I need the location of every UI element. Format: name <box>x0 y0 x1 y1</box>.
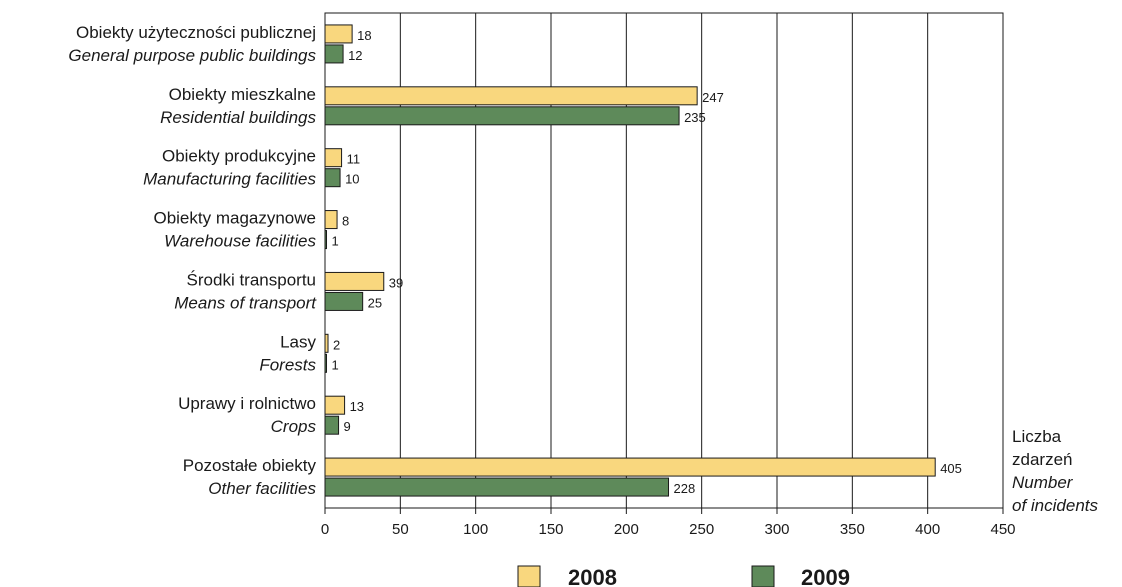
x-axis-title-line-3: Number <box>1012 473 1074 492</box>
category-label-en: Manufacturing facilities <box>143 170 316 189</box>
value-label-2008-1: 247 <box>702 90 724 105</box>
value-label-2009-7: 228 <box>674 481 696 496</box>
value-label-2008-5: 2 <box>333 337 340 352</box>
value-label-2008-6: 13 <box>350 399 364 414</box>
x-axis-title-line-4: of incidents <box>1012 496 1098 515</box>
value-label-2009-6: 9 <box>344 419 351 434</box>
x-tick-label-400: 400 <box>915 521 940 538</box>
bar-2009-4 <box>324 291 364 311</box>
bar-2008-6 <box>324 395 346 415</box>
bar-2008-4 <box>324 271 385 291</box>
x-tick-label-350: 350 <box>840 521 865 538</box>
x-tick-label-50: 50 <box>392 521 409 538</box>
x-axis-title: Liczba zdarzeń Number of incidents <box>1012 427 1098 515</box>
category-label-pl: Obiekty produkcyjne <box>162 147 316 166</box>
bar-2008-2 <box>324 148 343 168</box>
value-label-2009-4: 25 <box>368 295 382 310</box>
category-label-pl: Obiekty mieszkalne <box>169 85 316 104</box>
bar-2008-1 <box>324 86 698 106</box>
value-label-2009-1: 235 <box>684 110 706 125</box>
legend-label-2009: 2009 <box>801 565 850 587</box>
category-label-en: Crops <box>271 417 317 436</box>
legend-label-2008: 2008 <box>568 565 617 587</box>
value-label-2008-4: 39 <box>389 275 403 290</box>
category-labels: Obiekty użyteczności publicznej General p… <box>68 23 317 498</box>
bar-2009-1 <box>324 106 680 126</box>
x-tick-label-250: 250 <box>689 521 714 538</box>
bar-2009-7 <box>324 477 670 497</box>
legend: 2008 2009 <box>517 565 850 587</box>
x-axis-title-line-2: zdarzeń <box>1012 450 1072 469</box>
bar-2009-6 <box>324 415 340 435</box>
category-label-pl: Środki transportu <box>187 270 316 289</box>
category-label-pl: Lasy <box>280 332 316 351</box>
category-label-pl: Obiekty magazynowe <box>153 209 316 228</box>
bar-2008-7 <box>324 457 936 477</box>
value-label-2008-2: 11 <box>347 152 361 167</box>
x-tick-label-450: 450 <box>990 521 1015 538</box>
value-label-2008-3: 8 <box>342 214 349 229</box>
category-label-pl: Obiekty użyteczności publicznej <box>76 23 316 42</box>
x-tick-label-150: 150 <box>538 521 563 538</box>
value-label-2008-0: 18 <box>357 28 371 43</box>
legend-swatch-2009 <box>751 565 775 587</box>
category-label-en: Means of transport <box>174 293 317 312</box>
value-label-2008-7: 405 <box>940 461 962 476</box>
x-tick-labels: 0 50 100 150 200 250 300 350 400 450 <box>321 521 1016 538</box>
x-tick-label-100: 100 <box>463 521 488 538</box>
legend-swatch-2008 <box>517 565 541 587</box>
category-label-en: Residential buildings <box>160 108 316 127</box>
x-axis-title-line-1: Liczba <box>1012 427 1062 446</box>
x-tick-label-200: 200 <box>614 521 639 538</box>
category-label-en: Forests <box>259 355 316 374</box>
bar-2008-0 <box>324 24 353 44</box>
category-label-en: Other facilities <box>208 479 316 498</box>
value-label-2009-2: 10 <box>345 172 359 187</box>
bar-2009-2 <box>324 168 341 188</box>
value-label-2009-0: 12 <box>348 48 362 63</box>
category-label-en: General purpose public buildings <box>68 46 316 65</box>
bar-2009-0 <box>324 44 344 64</box>
value-label-2009-3: 1 <box>332 234 339 249</box>
bars <box>324 24 936 497</box>
value-label-2009-5: 1 <box>332 357 339 372</box>
x-tick-label-300: 300 <box>764 521 789 538</box>
x-tick-label-0: 0 <box>321 521 329 538</box>
category-label-pl: Uprawy i rolnictwo <box>178 394 316 413</box>
category-label-en: Warehouse facilities <box>164 232 316 251</box>
category-label-pl: Pozostałe obiekty <box>183 456 317 475</box>
bar-2008-3 <box>324 210 338 230</box>
plot-frame <box>324 12 1004 509</box>
